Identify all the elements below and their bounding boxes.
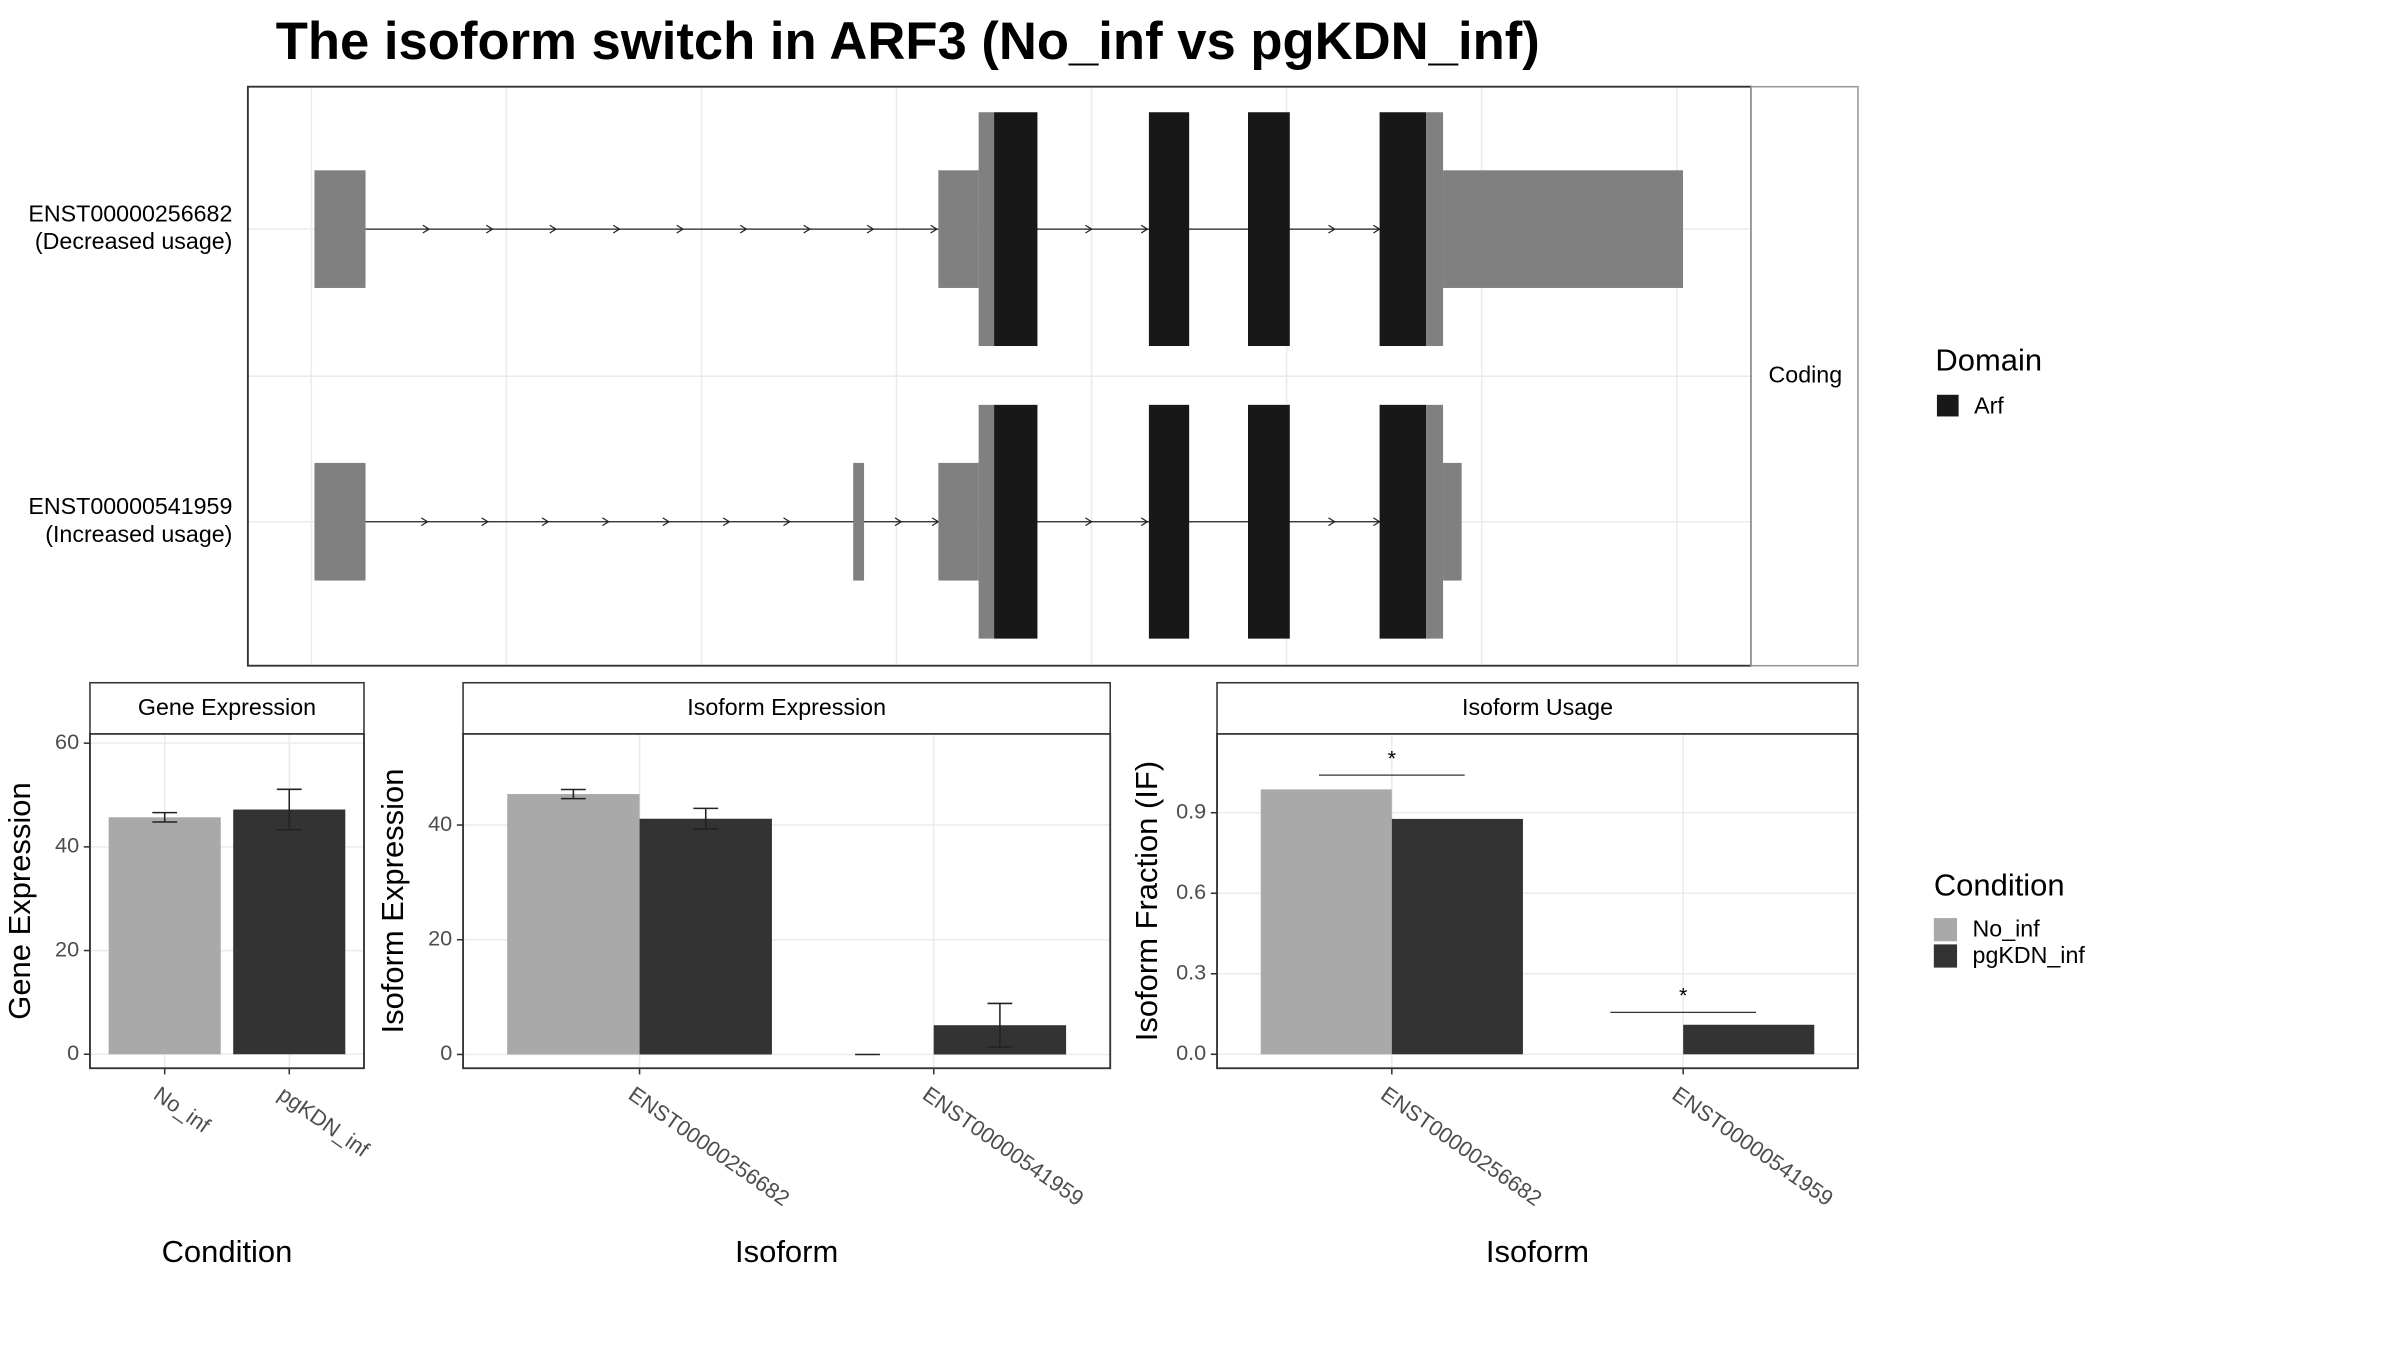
error-bar	[987, 1002, 1013, 1048]
exon	[1426, 112, 1444, 347]
y-tick-label: 0	[67, 1040, 79, 1065]
facet-strip	[1216, 681, 1859, 735]
figure-title: The isoform switch in ARF3 (No_inf vs pg…	[276, 12, 1540, 71]
facet-strip	[462, 681, 1111, 735]
intron-arrow	[481, 517, 490, 527]
y-tick-label: 60	[55, 729, 79, 754]
legend-title: Domain	[1935, 342, 2042, 377]
error-bar	[152, 811, 178, 823]
exon	[1247, 112, 1290, 347]
exon	[994, 112, 1038, 347]
y-tick-label: 40	[55, 833, 79, 858]
transcript-name: ENST00000541959	[28, 493, 232, 519]
y-tick-label: 0.3	[1176, 959, 1206, 984]
y-axis-title: Isoform Fraction (IF)	[1129, 761, 1164, 1041]
exon	[1379, 404, 1427, 639]
bar	[1260, 789, 1392, 1055]
transcript-usage: (Increased usage)	[45, 521, 232, 547]
intron-arrow	[612, 224, 621, 234]
intron-arrow	[662, 517, 671, 527]
exon	[1148, 404, 1190, 639]
error-bar	[560, 788, 586, 800]
intron-arrow	[1140, 517, 1149, 527]
bar	[108, 817, 221, 1055]
exon	[853, 462, 865, 581]
facet-strip	[1750, 85, 1859, 667]
exon	[1426, 404, 1444, 639]
error-bar	[276, 788, 302, 831]
exon	[978, 112, 995, 347]
intron-arrow	[541, 517, 550, 527]
exon	[314, 462, 366, 581]
intron-arrow	[803, 224, 812, 234]
transcript-name: ENST00000256682	[28, 200, 232, 226]
transcript-usage: (Decreased usage)	[35, 228, 232, 254]
exon	[978, 404, 995, 639]
intron-arrow	[602, 517, 610, 527]
significance-label: *	[1679, 983, 1688, 1008]
intron-arrow	[930, 224, 938, 234]
y-tick-label: 0.9	[1176, 798, 1206, 823]
bar	[233, 809, 346, 1055]
exon	[1443, 170, 1684, 288]
intron-arrow	[866, 224, 875, 234]
bar	[639, 818, 772, 1055]
intron-arrow	[783, 517, 791, 527]
panel-title: Isoform Usage	[1462, 694, 1613, 720]
bar	[1391, 818, 1523, 1055]
intron-arrow	[1085, 224, 1093, 234]
panel-title: Gene Expression	[138, 694, 316, 720]
intron-arrow	[420, 517, 429, 527]
y-tick-label: 20	[428, 925, 452, 950]
exon	[314, 170, 366, 288]
y-axis-title: Isoform Expression	[375, 769, 410, 1034]
legend-label: No_inf	[1973, 916, 2041, 942]
intron-arrow	[1140, 224, 1149, 234]
intron-arrow	[676, 224, 685, 234]
intron-arrow	[894, 517, 903, 527]
y-tick-label: 40	[428, 811, 452, 836]
exon	[938, 170, 979, 288]
significance-label: *	[1388, 745, 1397, 770]
panel-title: Isoform Expression	[687, 694, 886, 720]
legend-title: Condition	[1934, 867, 2065, 902]
legend-key	[1933, 944, 1958, 968]
intron-arrow	[485, 224, 494, 234]
exon	[994, 404, 1038, 639]
error-bar	[693, 807, 719, 830]
legend-key	[1933, 918, 1958, 942]
intron-arrow	[1328, 224, 1336, 234]
facet-strip	[89, 681, 365, 735]
bar	[1683, 1024, 1815, 1055]
intron-arrow	[1085, 517, 1093, 527]
legend-label: pgKDN_inf	[1973, 942, 2086, 968]
y-tick-label: 0	[440, 1040, 452, 1065]
y-tick-label: 0.6	[1176, 879, 1206, 904]
intron-arrow	[1328, 517, 1336, 527]
intron-arrow	[739, 224, 748, 234]
exon	[1247, 404, 1290, 639]
exon	[938, 462, 979, 581]
facet-label: Coding	[1769, 361, 1843, 387]
y-tick-label: 0.0	[1176, 1040, 1206, 1065]
intron-arrow	[722, 517, 731, 527]
y-axis-title: Gene Expression	[2, 782, 37, 1019]
bar	[507, 794, 640, 1055]
intron-arrow	[549, 224, 558, 234]
intron-arrow	[422, 224, 431, 234]
exon	[1148, 112, 1190, 347]
x-axis-title: Isoform	[1486, 1234, 1589, 1269]
exon	[1379, 112, 1427, 347]
y-tick-label: 20	[55, 936, 79, 961]
legend-key	[1936, 394, 1959, 417]
legend-label: Arf	[1974, 392, 2004, 418]
exon	[1443, 462, 1462, 581]
x-axis-title: Condition	[162, 1234, 293, 1269]
x-axis-title: Isoform	[735, 1234, 838, 1269]
